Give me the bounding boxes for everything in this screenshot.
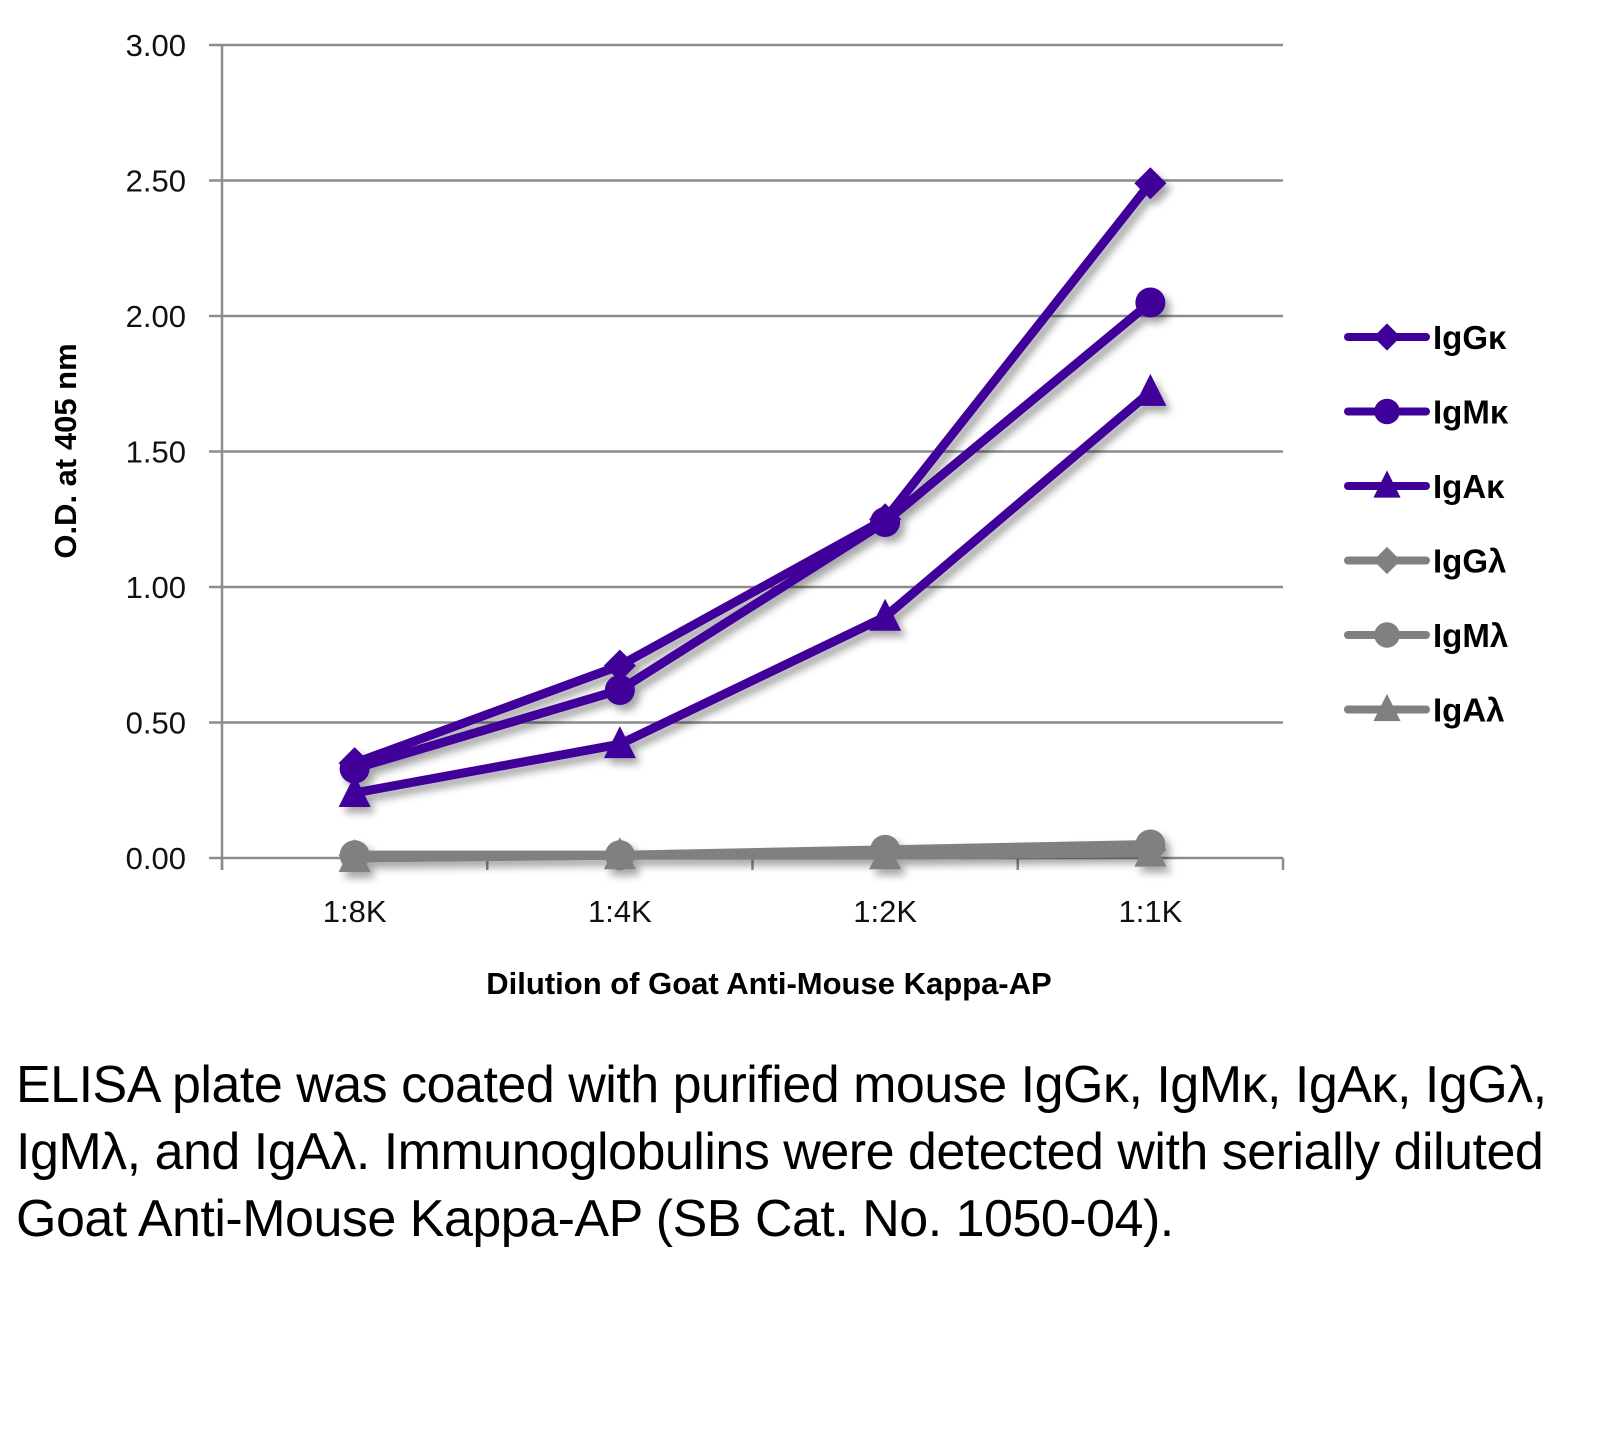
- marker-circle: [1135, 287, 1166, 318]
- legend-label: IgGκ: [1433, 319, 1507, 356]
- y-tick-labels: 0.00 0.50 1.00 1.50 2.00 2.50 3.00: [126, 28, 186, 876]
- y-axis-title: O.D. at 405 nm: [48, 343, 83, 558]
- series-IgAλ: [338, 834, 1167, 872]
- marker-diamond: [1134, 167, 1167, 200]
- y-tick-label: 0.00: [126, 841, 186, 876]
- legend-label: IgMλ: [1433, 617, 1508, 654]
- legend-label: IgMκ: [1433, 394, 1509, 431]
- legend-item: IgMλ: [1344, 617, 1508, 654]
- legend-label: IgGλ: [1433, 543, 1506, 580]
- marker-triangle: [869, 598, 902, 631]
- legend-item: IgAλ: [1344, 692, 1505, 729]
- y-tick-label: 2.00: [126, 299, 186, 334]
- series-IgMκ: [339, 287, 1166, 784]
- figure-caption: ELISA plate was coated with purified mou…: [16, 1056, 1547, 1248]
- legend-item: IgMκ: [1344, 394, 1509, 431]
- legend-item: IgGκ: [1344, 319, 1507, 356]
- axes: [209, 43, 1285, 870]
- marker-diamond: [603, 649, 636, 682]
- x-axis-title: Dilution of Goat Anti-Mouse Kappa-AP: [486, 966, 1051, 1001]
- legend-label: IgAλ: [1433, 692, 1505, 729]
- gridlines: [222, 43, 1283, 724]
- series-IgGκ: [338, 167, 1167, 780]
- series-line: [350, 178, 1155, 768]
- y-tick-label: 2.50: [126, 164, 186, 199]
- series-line: [350, 848, 1155, 863]
- series-line: [350, 387, 1155, 798]
- elisa-line-chart: 0.00 0.50 1.00 1.50 2.00 2.50 3.00 1:8K 1:4K 1:2…: [48, 28, 1509, 1001]
- y-tick-label: 0.50: [126, 706, 186, 741]
- marker-circle: [604, 674, 635, 705]
- marker-triangle: [603, 837, 636, 870]
- marker-circle: [1374, 398, 1400, 425]
- marker-triangle: [338, 840, 371, 872]
- marker-circle: [339, 753, 370, 784]
- x-tick-label: 1:2K: [853, 894, 917, 929]
- x-tick-label: 1:1K: [1118, 894, 1182, 929]
- y-tick-label: 1.50: [126, 435, 186, 470]
- y-tick-label: 3.00: [126, 28, 186, 63]
- series-line: [350, 297, 1155, 774]
- legend-label: IgAκ: [1433, 468, 1505, 505]
- series-IgAκ: [338, 373, 1167, 807]
- marker-triangle: [1373, 470, 1401, 498]
- marker-diamond: [1373, 546, 1401, 575]
- marker-triangle: [1134, 373, 1167, 406]
- x-tick-label: 1:8K: [323, 894, 387, 929]
- marker-triangle: [869, 837, 902, 870]
- x-tick-label: 1:4K: [588, 894, 652, 929]
- marker-diamond: [1373, 323, 1401, 351]
- marker-triangle: [1134, 834, 1167, 867]
- legend-item: IgGλ: [1344, 543, 1506, 580]
- marker-triangle: [338, 774, 371, 807]
- legend: IgGκ IgMκ IgAκ IgGλ IgMλ IgAλ: [1344, 319, 1509, 729]
- marker-circle: [1374, 622, 1400, 648]
- marker-triangle: [1373, 693, 1401, 722]
- series-layer: [338, 167, 1167, 872]
- legend-item: IgAκ: [1344, 468, 1505, 505]
- marker-circle: [870, 506, 901, 537]
- y-tick-label: 1.00: [126, 570, 186, 605]
- x-tick-labels: 1:8K 1:4K 1:2K 1:1K: [323, 894, 1183, 929]
- marker-triangle: [603, 726, 636, 759]
